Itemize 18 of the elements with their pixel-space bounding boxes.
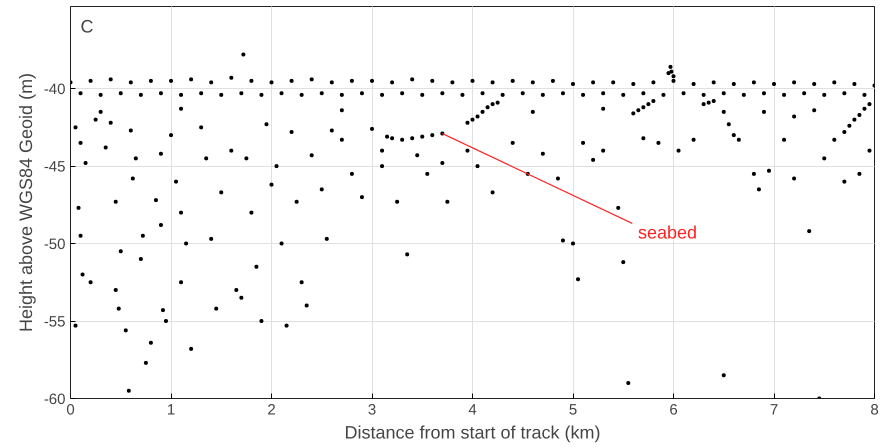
- x-tick-label: 2: [267, 402, 276, 418]
- x-axis-title: Distance from start of track (km): [344, 422, 601, 442]
- y-tick-label: -55: [44, 314, 66, 331]
- y-tick-label: -60: [44, 391, 66, 408]
- x-tick-label: 0: [66, 402, 75, 418]
- annotation: C: [80, 16, 94, 36]
- x-tick-label: 1: [166, 402, 176, 418]
- x-tick-label: 7: [770, 402, 778, 418]
- annotation: seabed: [638, 222, 698, 243]
- x-tick-label: 8: [870, 402, 879, 418]
- y-tick-label: -45: [44, 158, 66, 176]
- y-tick-label: -50: [44, 236, 66, 254]
- y-axis-title: Height above WGS84 Geoid (m): [16, 72, 36, 332]
- x-tick-label: 3: [368, 402, 376, 418]
- x-tick-label: 4: [468, 402, 477, 418]
- x-tick-label: 6: [669, 402, 678, 418]
- y-tick-label: -40: [44, 81, 66, 98]
- x-tick-label: 5: [568, 402, 578, 418]
